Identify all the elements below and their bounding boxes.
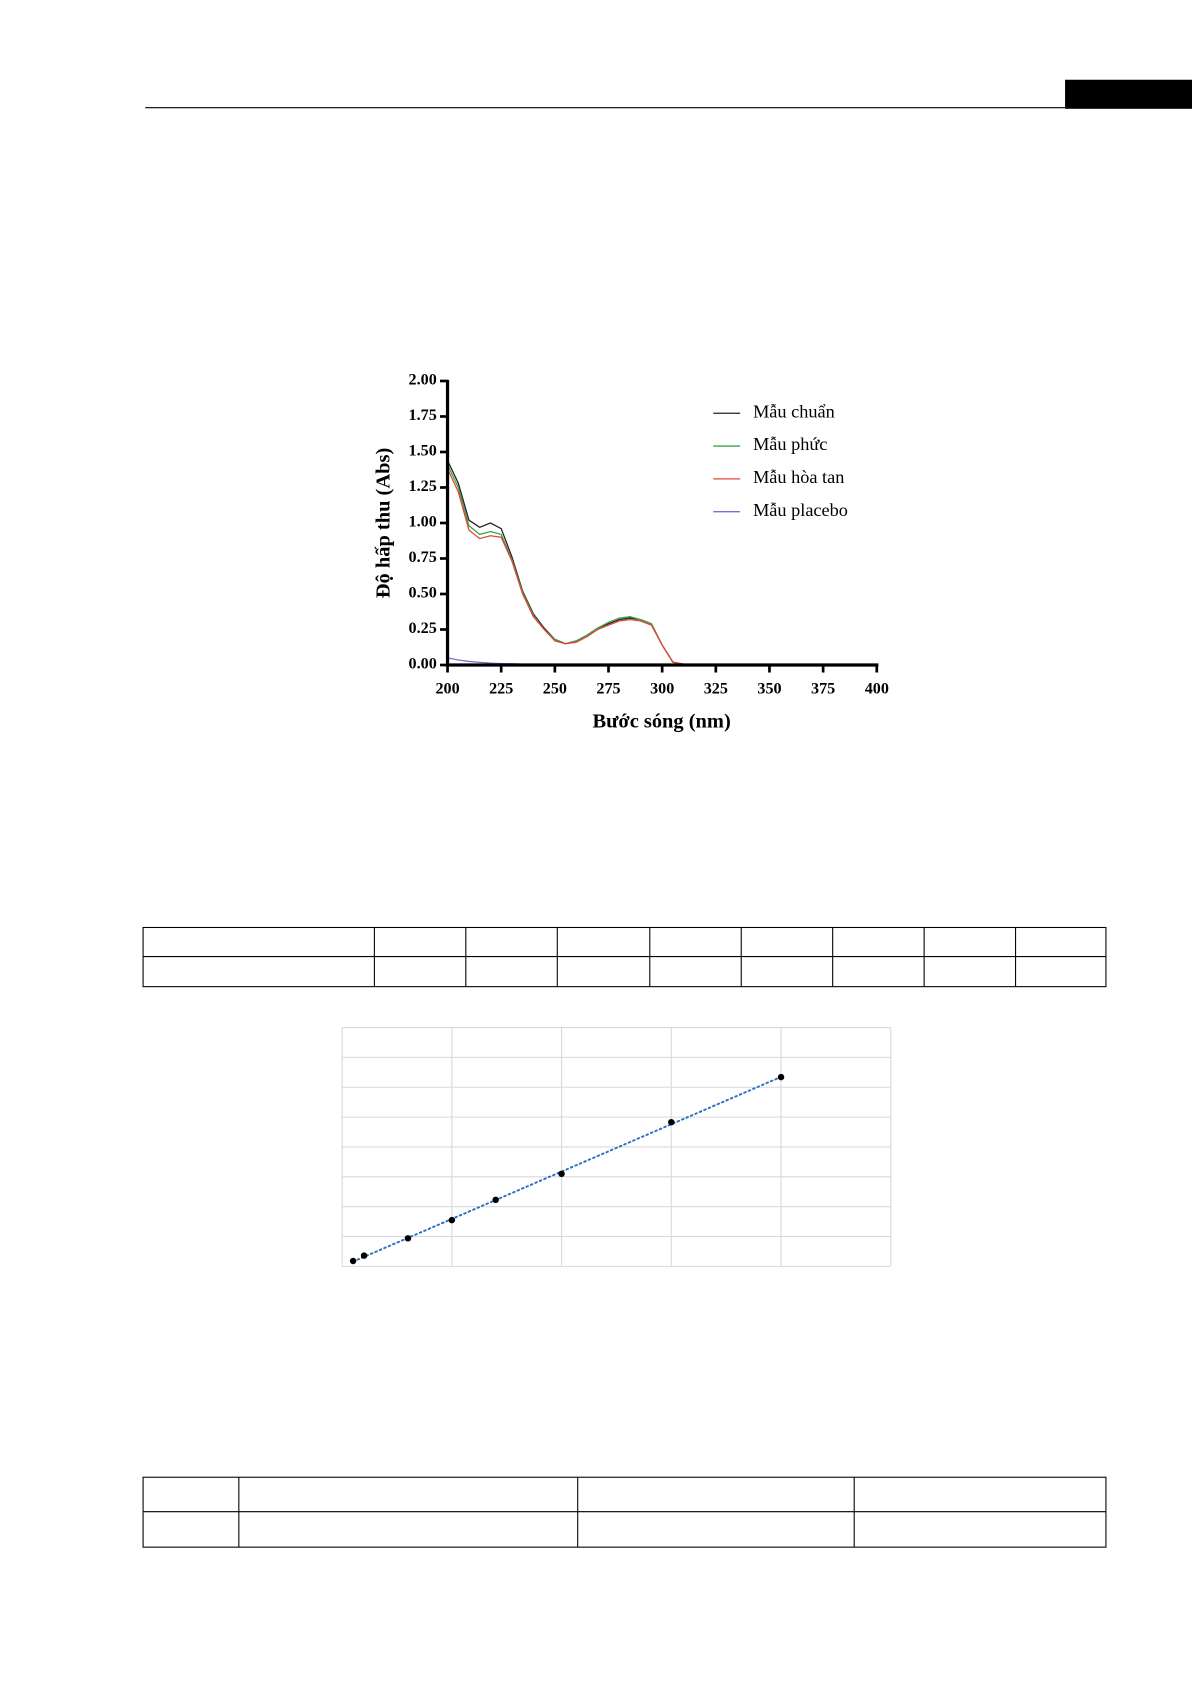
legend-label: Mẫu placebo — [753, 500, 848, 520]
data-point — [558, 1170, 565, 1178]
data-point — [492, 1196, 499, 1204]
x-tick-label: 350 — [757, 680, 781, 697]
y-tick-label: 0.25 — [409, 620, 437, 637]
trendline — [352, 1075, 783, 1263]
data-point — [404, 1235, 412, 1242]
x-axis-title: Bước sóng (nm) — [592, 710, 730, 732]
y-tick-label: 1.00 — [409, 514, 437, 531]
series-line — [446, 464, 877, 666]
y-tick-label: 0.50 — [409, 585, 437, 602]
header-tab — [1065, 79, 1192, 109]
y-tick-label: 2.00 — [409, 372, 437, 389]
series-line — [446, 468, 877, 666]
x-tick-label: 275 — [596, 680, 620, 697]
legend-label: Mẫu hòa tan — [753, 467, 844, 487]
x-tick-label: 200 — [435, 680, 459, 697]
legend-label: Mẫu chuẩn — [753, 401, 835, 421]
legend-label: Mẫu phức — [753, 434, 827, 454]
x-tick-label: 300 — [650, 680, 674, 697]
x-tick-label: 225 — [489, 680, 513, 697]
data-point — [349, 1257, 357, 1265]
y-tick-label: 0.75 — [409, 549, 437, 566]
x-tick-label: 375 — [811, 680, 835, 697]
y-tick-label: 1.50 — [409, 443, 437, 460]
data-point — [360, 1252, 368, 1259]
table-2 — [142, 1476, 1107, 1548]
y-tick-label: 1.25 — [409, 478, 437, 495]
data-point — [448, 1216, 456, 1224]
x-tick-label: 325 — [704, 680, 728, 697]
x-tick-label: 250 — [543, 680, 567, 697]
y-tick-label: 1.75 — [409, 407, 437, 424]
x-tick-label: 400 — [865, 680, 889, 697]
data-point — [777, 1073, 785, 1081]
y-tick-label: 0.00 — [409, 656, 437, 673]
data-point — [668, 1118, 675, 1126]
y-axis-title: Độ hấp thu (Abs) — [372, 448, 394, 599]
table-1 — [142, 926, 1107, 988]
